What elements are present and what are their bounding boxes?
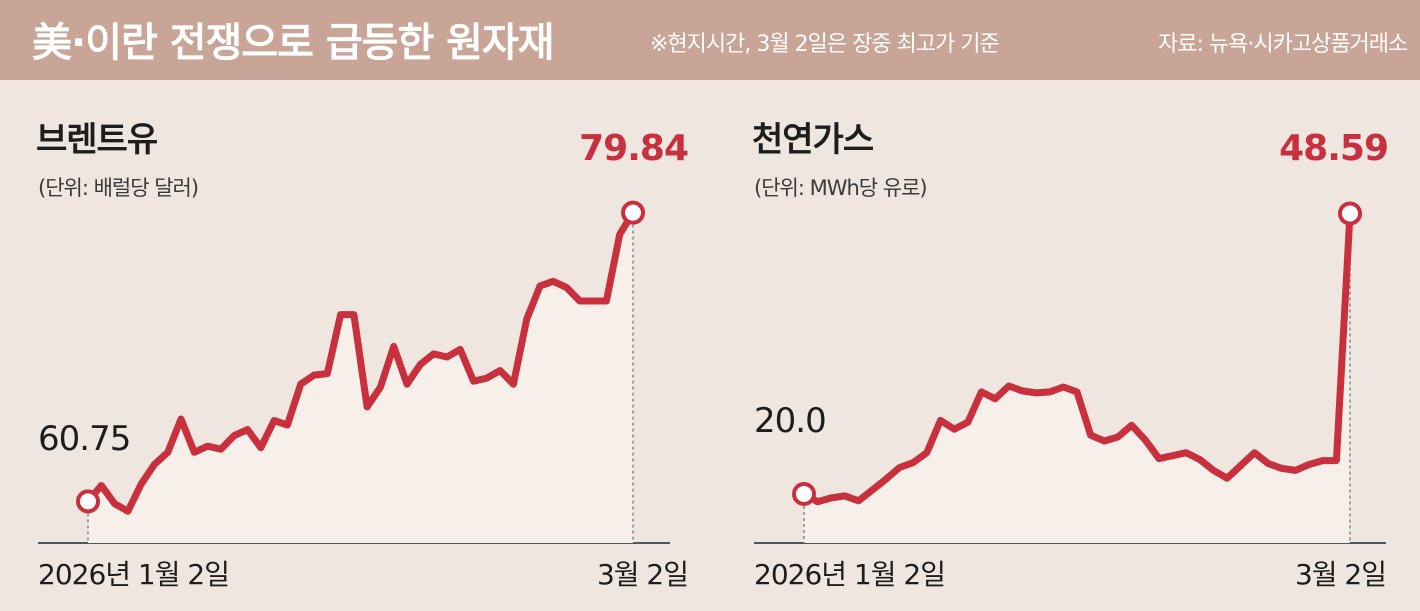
chart-title: 브렌트유 — [36, 120, 158, 160]
source-credit: 자료: 뉴욕·시카고상품거래소 — [1158, 32, 1408, 57]
natural-gas-line-chart: 20.0 48.59 2026년 1월 2일 3월 2일 — [754, 128, 1389, 591]
page-title: 美·이란 전쟁으로 급등한 원자재 — [32, 20, 555, 66]
series-line — [84, 209, 637, 515]
area-fill — [804, 213, 1350, 543]
brent-chart-panel: 브렌트유 (단위: 배럴당 달러) 60.75 79.84 2026년 1월 2… — [0, 80, 710, 611]
start-value-label: 20.0 — [754, 401, 826, 441]
x-end-label: 3월 2일 — [597, 558, 688, 591]
x-start-label: 2026년 1월 2일 — [38, 558, 229, 591]
brent-line-chart: 60.75 79.84 2026년 1월 2일 3월 2일 — [38, 128, 689, 591]
end-marker — [1338, 201, 1362, 226]
header-banner: 美·이란 전쟁으로 급등한 원자재 ※현지시간, 3월 2일은 장중 최고가 기… — [0, 0, 1420, 80]
start-marker — [76, 489, 100, 514]
end-marker — [621, 200, 645, 225]
start-marker — [792, 481, 816, 506]
x-start-label: 2026년 1월 2일 — [754, 558, 945, 591]
chart-unit: (단위: 배럴당 달러) — [38, 176, 199, 200]
x-end-label: 3월 2일 — [1295, 558, 1386, 591]
header-note: ※현지시간, 3월 2일은 장중 최고가 기준 — [650, 32, 1000, 57]
end-value-label: 79.84 — [579, 128, 688, 169]
end-value-label: 48.59 — [1279, 128, 1388, 169]
series-line — [800, 210, 1354, 506]
start-value-label: 60.75 — [38, 419, 130, 459]
natural-gas-chart-panel: 천연가스 (단위: MWh당 유로) 20.0 48.59 2026년 1월 2… — [716, 80, 1420, 611]
chart-title: 천연가스 — [752, 120, 874, 160]
chart-unit: (단위: MWh당 유로) — [754, 176, 928, 200]
